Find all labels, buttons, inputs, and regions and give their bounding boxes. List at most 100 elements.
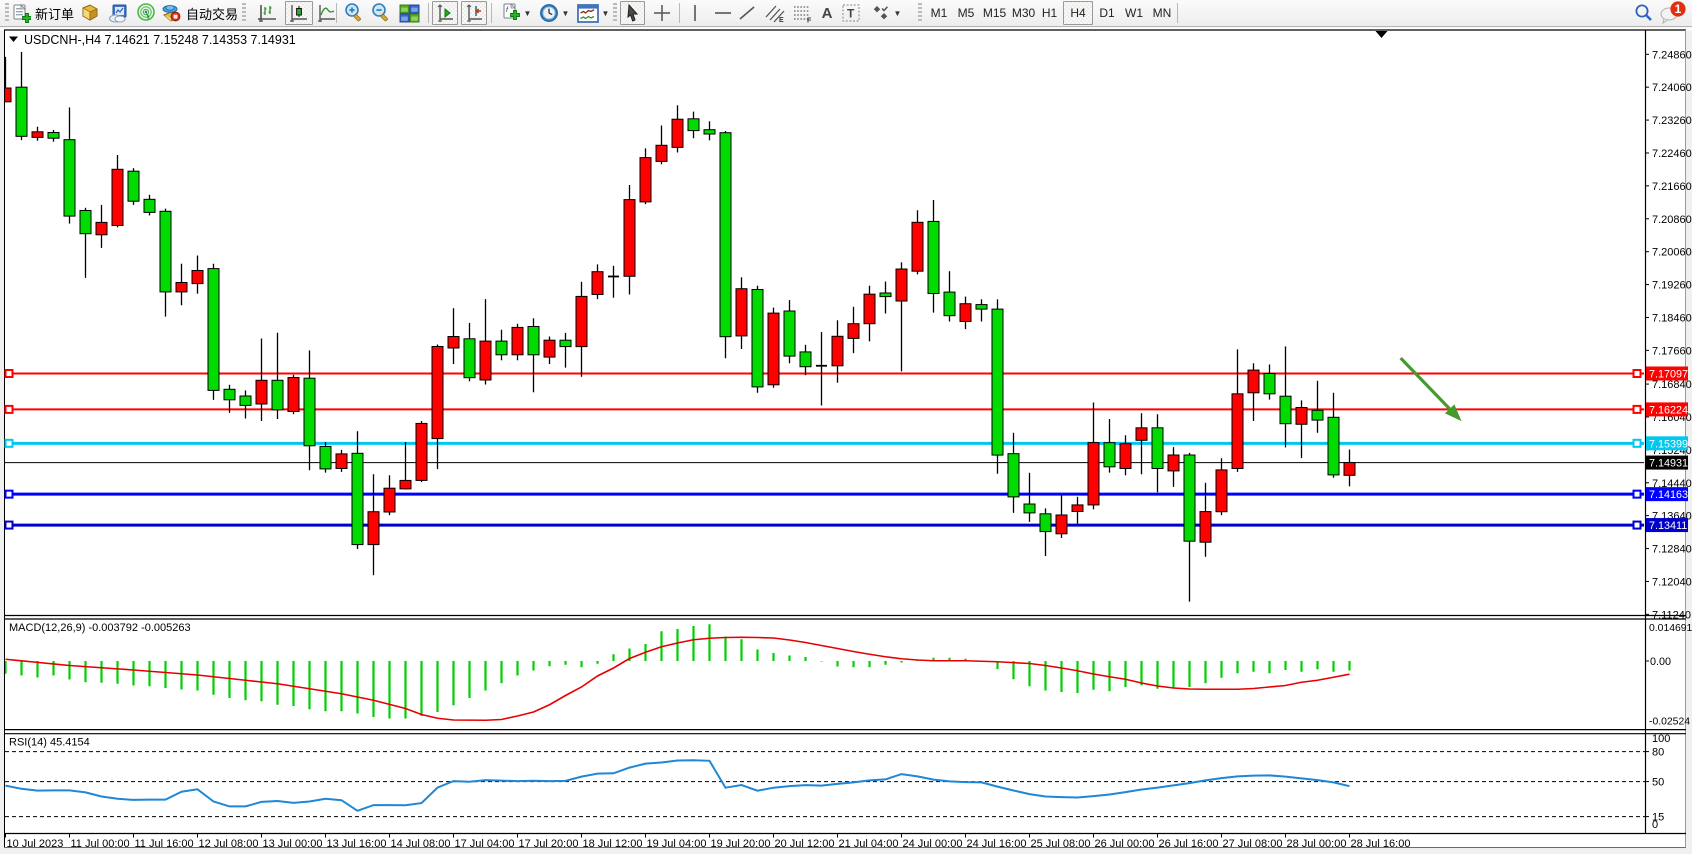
- line-handle[interactable]: [1632, 438, 1642, 448]
- candle-body[interactable]: [191, 269, 204, 285]
- crosshair-tool-button[interactable]: [649, 1, 675, 25]
- candle-body[interactable]: [511, 326, 524, 356]
- candle-body[interactable]: [655, 144, 668, 162]
- candle-body[interactable]: [207, 268, 220, 391]
- periods-button[interactable]: ▼: [533, 1, 575, 25]
- candle-body[interactable]: [831, 335, 844, 367]
- toolbar-grip[interactable]: [613, 3, 617, 23]
- candle-body[interactable]: [47, 131, 60, 139]
- timeframe-button-mn[interactable]: MN: [1152, 6, 1172, 20]
- candle-body[interactable]: [719, 132, 732, 338]
- candle-body[interactable]: [495, 340, 508, 356]
- candle-body[interactable]: [591, 271, 604, 296]
- line-chart-button[interactable]: [314, 1, 340, 25]
- candle-body[interactable]: [895, 268, 908, 302]
- candle-body[interactable]: [351, 452, 364, 546]
- cursor-tool-button[interactable]: [620, 1, 645, 25]
- line-handle[interactable]: [4, 404, 14, 414]
- candle-body[interactable]: [623, 199, 636, 277]
- candle-body[interactable]: [399, 479, 412, 490]
- candle-body[interactable]: [783, 310, 796, 357]
- line-handle[interactable]: [4, 369, 14, 378]
- line-handle[interactable]: [4, 438, 14, 448]
- line-handle[interactable]: [4, 489, 14, 499]
- candle-body[interactable]: [1215, 469, 1228, 513]
- auto-scroll-button[interactable]: [432, 1, 458, 25]
- timeframe-button-d1[interactable]: D1: [1099, 6, 1115, 20]
- timeframe-button-h4[interactable]: H4: [1063, 1, 1093, 25]
- text-tool-button[interactable]: A: [815, 1, 839, 25]
- indicators-button[interactable]: f ▼: [495, 1, 537, 25]
- line-handle[interactable]: [1632, 369, 1642, 378]
- search-button[interactable]: [1629, 1, 1657, 25]
- candle-body[interactable]: [847, 323, 860, 339]
- timeframe-button-w1[interactable]: W1: [1125, 6, 1143, 20]
- line-handle[interactable]: [4, 520, 14, 530]
- candle-body[interactable]: [671, 118, 684, 148]
- candle-body[interactable]: [159, 210, 172, 293]
- candle-body[interactable]: [911, 221, 924, 272]
- candle-body[interactable]: [1039, 513, 1052, 533]
- candle-body[interactable]: [703, 129, 716, 135]
- candle-body[interactable]: [687, 118, 700, 132]
- candle-body[interactable]: [271, 379, 284, 411]
- candle-body[interactable]: [31, 131, 44, 138]
- candle-body[interactable]: [255, 379, 268, 405]
- candle-body[interactable]: [383, 487, 396, 513]
- arrow-annotation-shaft[interactable]: [1399, 357, 1451, 410]
- timeframe-button-m30[interactable]: M30: [1011, 6, 1036, 20]
- candle-body[interactable]: [735, 288, 748, 337]
- candle-body[interactable]: [1055, 514, 1068, 535]
- toolbar-grip[interactable]: [918, 3, 922, 23]
- channel-tool-button[interactable]: E: [762, 1, 788, 25]
- candle-body[interactable]: [127, 170, 140, 202]
- candle-body[interactable]: [1023, 503, 1036, 514]
- fibonacci-tool-button[interactable]: F: [790, 1, 816, 25]
- chart-shift-button[interactable]: [461, 1, 487, 25]
- zoom-in-button[interactable]: [341, 1, 367, 25]
- candle-body[interactable]: [991, 308, 1004, 456]
- candle-body[interactable]: [751, 288, 764, 388]
- candle-body[interactable]: [479, 340, 492, 381]
- candle-body[interactable]: [543, 339, 556, 358]
- tile-windows-button[interactable]: [395, 1, 423, 25]
- arrow-annotation-head[interactable]: [1445, 404, 1462, 422]
- data-window-button[interactable]: [104, 1, 132, 25]
- toolbar-grip[interactable]: [5, 3, 9, 23]
- candle-body[interactable]: [943, 291, 956, 317]
- candle-body[interactable]: [1119, 443, 1132, 469]
- bar-chart-button[interactable]: [254, 1, 282, 25]
- horizontal-line-tool-button[interactable]: [711, 1, 735, 25]
- candle-body[interactable]: [1087, 442, 1100, 506]
- notifications-button[interactable]: 1: [1658, 1, 1688, 25]
- candle-body[interactable]: [431, 345, 444, 440]
- candle-body[interactable]: [447, 335, 460, 349]
- timeframe-button-h1[interactable]: H1: [1041, 6, 1058, 20]
- line-handle[interactable]: [1632, 489, 1642, 499]
- timeframe-button-m5[interactable]: M5: [957, 6, 975, 20]
- auto-trading-button[interactable]: 自动交易: [158, 1, 240, 25]
- candle-body[interactable]: [1327, 416, 1340, 476]
- candle-body[interactable]: [639, 157, 652, 203]
- line-handle[interactable]: [1632, 404, 1642, 414]
- trendline-tool-button[interactable]: [734, 1, 759, 25]
- candle-body[interactable]: [975, 304, 988, 310]
- candle-body[interactable]: [319, 445, 332, 470]
- candle-body[interactable]: [463, 338, 476, 379]
- candle-body[interactable]: [575, 295, 588, 348]
- zoom-out-button[interactable]: [368, 1, 394, 25]
- candle-body[interactable]: [799, 351, 812, 368]
- candle-body[interactable]: [1247, 369, 1260, 394]
- new-order-button[interactable]: 新订单: [10, 1, 76, 25]
- market-watch-button[interactable]: [76, 1, 104, 25]
- candle-body[interactable]: [95, 221, 108, 236]
- candle-body[interactable]: [1279, 395, 1292, 425]
- candle-body[interactable]: [1103, 442, 1116, 468]
- candle-body[interactable]: [1183, 454, 1196, 542]
- line-handle[interactable]: [1632, 520, 1642, 530]
- candle-body[interactable]: [959, 303, 972, 322]
- candle-body[interactable]: [1007, 453, 1020, 498]
- symbol-dropdown-icon[interactable]: [9, 36, 18, 43]
- candle-body[interactable]: [1071, 504, 1084, 512]
